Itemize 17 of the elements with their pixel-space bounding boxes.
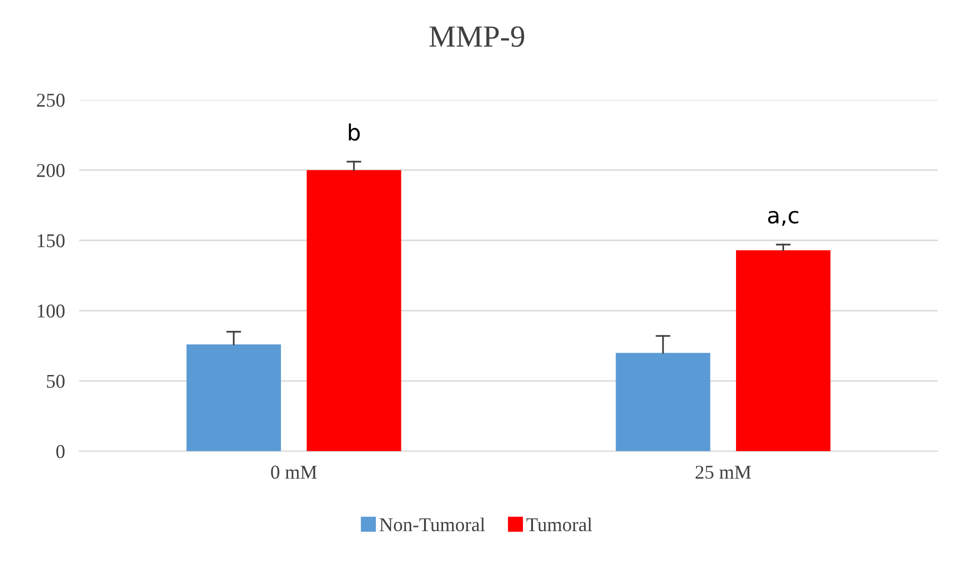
y-tick-label: 50 bbox=[46, 374, 65, 388]
y-tick-label: 0 bbox=[56, 445, 65, 458]
y-tick-label: 100 bbox=[38, 304, 65, 318]
x-tick-label: 25 mM bbox=[696, 466, 751, 479]
bar bbox=[736, 250, 830, 452]
y-tick-label: 200 bbox=[36, 164, 65, 178]
bar bbox=[306, 170, 402, 452]
bar bbox=[186, 344, 281, 452]
annotation: a,c bbox=[768, 210, 798, 226]
chart-title: MMP-9 bbox=[429, 26, 524, 47]
annotation: b bbox=[348, 123, 360, 141]
legend-label: Tumoral bbox=[526, 518, 592, 532]
bar bbox=[616, 352, 710, 452]
x-tick-label: 0 mM bbox=[271, 466, 317, 479]
legend-label: Non-Tumoral bbox=[380, 518, 485, 532]
y-tick-label: 150 bbox=[38, 234, 65, 248]
y-tick-label: 250 bbox=[36, 94, 65, 107]
